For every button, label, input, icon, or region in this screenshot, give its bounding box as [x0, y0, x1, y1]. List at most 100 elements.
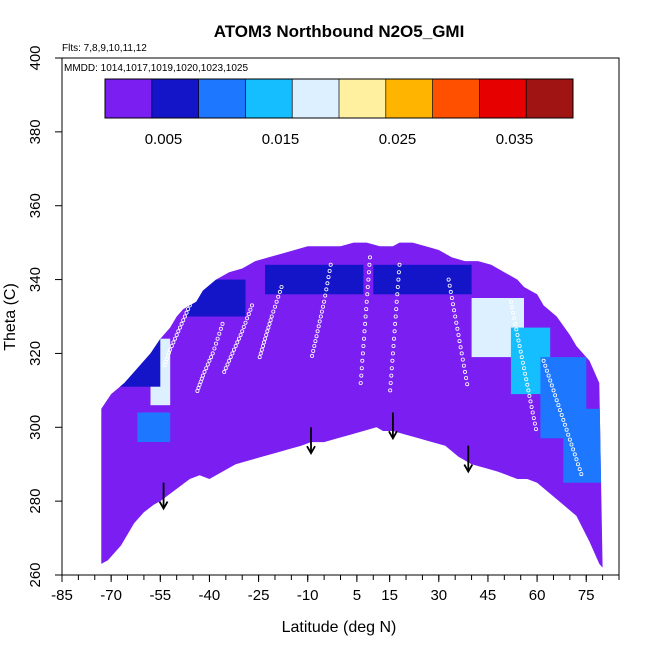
- concentration-field: [101, 242, 603, 568]
- track-6-point: [366, 277, 371, 282]
- track-0-point: [135, 307, 140, 312]
- track-6-point: [360, 351, 365, 356]
- track-4-point: [263, 336, 268, 341]
- track-8-point: [452, 308, 457, 313]
- track-5-point: [327, 268, 332, 273]
- track-0-point: [116, 348, 121, 353]
- x-tick-label: -70: [100, 587, 122, 604]
- track-9-point: [520, 360, 525, 365]
- track-4-point: [269, 314, 274, 319]
- track-9-point: [534, 427, 539, 432]
- track-4-point: [260, 343, 265, 348]
- track-9-point: [529, 404, 534, 409]
- track-8-point: [465, 382, 470, 387]
- track-7-point: [397, 262, 402, 267]
- track-9-point: [515, 332, 520, 337]
- track-7-point: [395, 292, 400, 297]
- track-2-point: [215, 336, 220, 341]
- track-3-point: [245, 316, 250, 321]
- track-5-point: [312, 343, 317, 348]
- track-3-point: [249, 303, 254, 308]
- track-7-point: [392, 329, 397, 334]
- track-5-point: [326, 275, 331, 280]
- track-3-point: [225, 362, 230, 367]
- track-0-point: [130, 317, 135, 322]
- track-10-point: [556, 403, 561, 408]
- track-10-point: [549, 383, 554, 388]
- track-9-point: [517, 343, 522, 348]
- track-8-point: [455, 326, 460, 331]
- track-9-point: [514, 327, 519, 332]
- track-9-point: [523, 371, 528, 376]
- arrow-head-3: [463, 464, 474, 474]
- track-7-point: [396, 277, 401, 282]
- track-1-point: [177, 325, 182, 330]
- track-6-point: [364, 299, 369, 304]
- track-2-point: [212, 346, 217, 351]
- track-2-point: [207, 358, 212, 363]
- hotspot-10: [265, 264, 364, 295]
- track-7-point: [396, 270, 401, 275]
- colorbar-frame: [104, 78, 574, 119]
- track-4-point: [258, 351, 263, 356]
- track-8-point: [456, 332, 461, 337]
- track-3-point: [246, 311, 251, 316]
- track-9-point: [531, 416, 536, 421]
- track-9-point: [518, 349, 523, 354]
- track-5-point: [310, 353, 315, 358]
- track-4-point: [257, 355, 262, 360]
- track-7-point: [391, 336, 396, 341]
- track-8-point: [453, 314, 458, 319]
- track-5-point: [328, 262, 333, 267]
- track-8-point: [457, 339, 462, 344]
- x-tick-label: 5: [353, 587, 361, 604]
- tropopause-arrows: [158, 412, 474, 511]
- track-10-point: [562, 422, 567, 427]
- y-axis-label: Theta (C): [2, 283, 19, 351]
- track-4-point: [268, 318, 273, 323]
- y-tick-label: 360: [27, 193, 44, 218]
- track-5-point: [319, 309, 324, 314]
- track-5-point: [314, 334, 319, 339]
- track-6-point: [359, 373, 364, 378]
- arrow-head-0: [158, 501, 169, 511]
- track-0-point: [127, 323, 132, 328]
- track-9-point: [530, 410, 535, 415]
- track-3-point: [227, 358, 232, 363]
- track-6-point: [363, 314, 368, 319]
- track-10-point: [558, 408, 563, 413]
- colorbar-segment: [151, 79, 200, 118]
- track-0-point: [125, 326, 130, 331]
- track-6-point: [359, 366, 364, 371]
- track-6-point: [366, 270, 371, 275]
- track-10-point: [544, 368, 549, 373]
- track-3-point: [223, 366, 228, 371]
- track-6-point: [358, 380, 363, 385]
- colorbar-tick-label: 0.015: [262, 131, 300, 148]
- x-axis: -85 -70 -55 -40 -25 -10 5 15 30 45 60 75: [51, 574, 620, 604]
- track-3-point: [230, 351, 235, 356]
- track-1-point: [184, 310, 189, 315]
- track-2-point: [205, 362, 210, 367]
- track-7-point: [390, 358, 395, 363]
- track-0-point: [138, 299, 143, 304]
- track-6-point: [360, 358, 365, 363]
- y-tick-label: 320: [27, 341, 44, 366]
- track-7-point: [388, 388, 393, 393]
- track-4-point: [279, 284, 284, 289]
- track-10-point: [569, 442, 574, 447]
- track-8-point: [446, 277, 451, 282]
- track-5-point: [316, 324, 321, 329]
- track-10-point: [554, 398, 559, 403]
- track-0-point: [132, 314, 137, 319]
- track-6-point: [365, 292, 370, 297]
- y-tick-label: 380: [27, 119, 44, 144]
- arrow-head-2: [388, 430, 398, 441]
- track-4-point: [276, 294, 281, 299]
- y-tick-label: 300: [27, 415, 44, 440]
- track-6-point: [361, 336, 366, 341]
- track-8-point: [454, 320, 459, 325]
- track-10-point: [576, 462, 581, 467]
- track-10-point: [548, 378, 553, 383]
